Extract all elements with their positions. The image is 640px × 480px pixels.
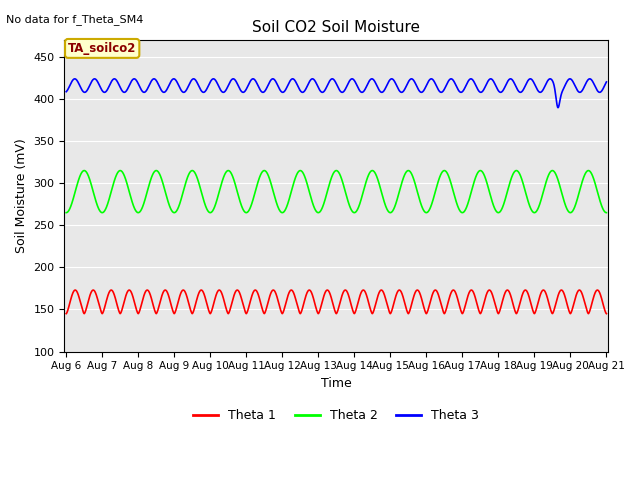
Title: Soil CO2 Soil Moisture: Soil CO2 Soil Moisture [252,20,420,35]
X-axis label: Time: Time [321,377,351,390]
Y-axis label: Soil Moisture (mV): Soil Moisture (mV) [15,138,28,253]
Text: No data for f_Theta_SM4: No data for f_Theta_SM4 [6,14,144,25]
Text: TA_soilco2: TA_soilco2 [68,42,136,55]
Legend: Theta 1, Theta 2, Theta 3: Theta 1, Theta 2, Theta 3 [188,405,484,428]
